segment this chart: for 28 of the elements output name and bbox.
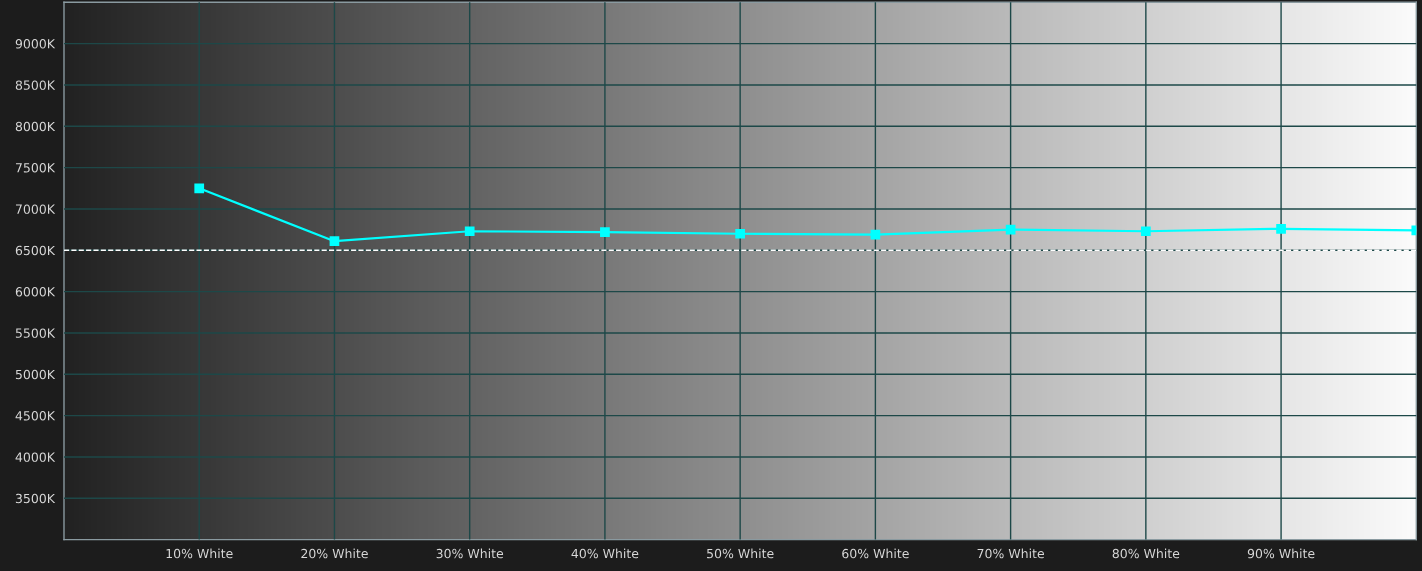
y-tick-label: 8500K	[15, 80, 56, 90]
y-tick-label: 5000K	[15, 369, 56, 380]
y-tick-label: 4000K	[15, 452, 56, 462]
x-tick-label: 70% White	[977, 548, 1044, 559]
y-tick-label: 8000K	[15, 121, 56, 132]
point	[194, 183, 205, 194]
y-tick-label: 9000K	[15, 39, 56, 49]
point	[1276, 223, 1286, 234]
x-tick-label: 30% White	[436, 548, 504, 559]
y-tick-label: 7000K	[15, 204, 56, 214]
x-tick-label: 90% White	[1247, 548, 1315, 559]
point	[329, 236, 340, 247]
x-tick-label: 60% White	[842, 548, 909, 559]
y-tick-label: 4500K	[15, 411, 56, 421]
y-tick-label: 3500K	[15, 493, 56, 504]
x-tick-label: 20% White	[301, 548, 368, 559]
x-tick-label: 40% White	[571, 548, 639, 559]
point	[735, 228, 746, 239]
x-tick-label: 50% White	[707, 548, 774, 559]
point	[600, 227, 610, 237]
y-tick-label: 6000K	[15, 287, 56, 297]
x-tick-label: 10% White	[166, 548, 233, 559]
x-tick-label: 80% White	[1112, 548, 1180, 559]
y-tick-label: 5500K	[15, 328, 56, 338]
y-tick-label: 7500K	[15, 163, 56, 173]
point	[1140, 226, 1151, 237]
point	[464, 226, 475, 237]
y-tick-label: 6500K	[15, 245, 56, 256]
